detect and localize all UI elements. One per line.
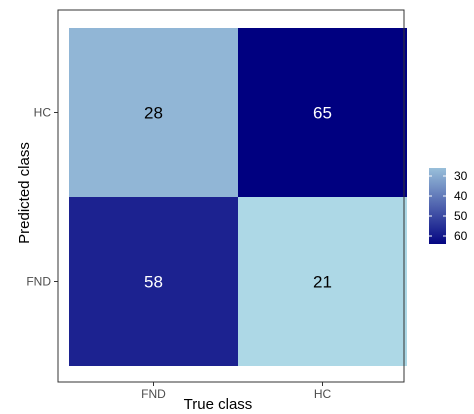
heatmap-cell-fnd-fnd	[69, 197, 238, 366]
x-axis-title: True class	[184, 396, 253, 413]
heatmap-cell-hc-hc	[238, 28, 407, 197]
y-tick-label: HC	[34, 106, 52, 120]
cell-value-label: 21	[313, 273, 332, 292]
x-tick-label: HC	[314, 387, 332, 401]
legend-color-bar	[429, 168, 446, 244]
legend-label: 30	[454, 169, 468, 183]
axes: FND HC HC FND	[26, 106, 331, 402]
heatmap-cell-hc-fnd	[238, 197, 407, 366]
x-tick-label: FND	[141, 387, 166, 401]
legend-label: 40	[454, 189, 468, 203]
cell-value-label: 58	[144, 273, 163, 292]
y-axis-title: Predicted class	[16, 142, 33, 244]
cell-value-label: 28	[144, 104, 163, 123]
heatmap-cells: 28 65 58 21	[69, 28, 407, 366]
panel-border	[57, 9, 405, 383]
legend: 30 40 50 60	[429, 168, 468, 244]
legend-label: 60	[454, 229, 468, 243]
y-tick-label: FND	[26, 275, 51, 289]
cell-value-label: 65	[313, 104, 332, 123]
legend-label: 50	[454, 209, 468, 223]
heatmap-cell-fnd-hc	[69, 28, 238, 197]
